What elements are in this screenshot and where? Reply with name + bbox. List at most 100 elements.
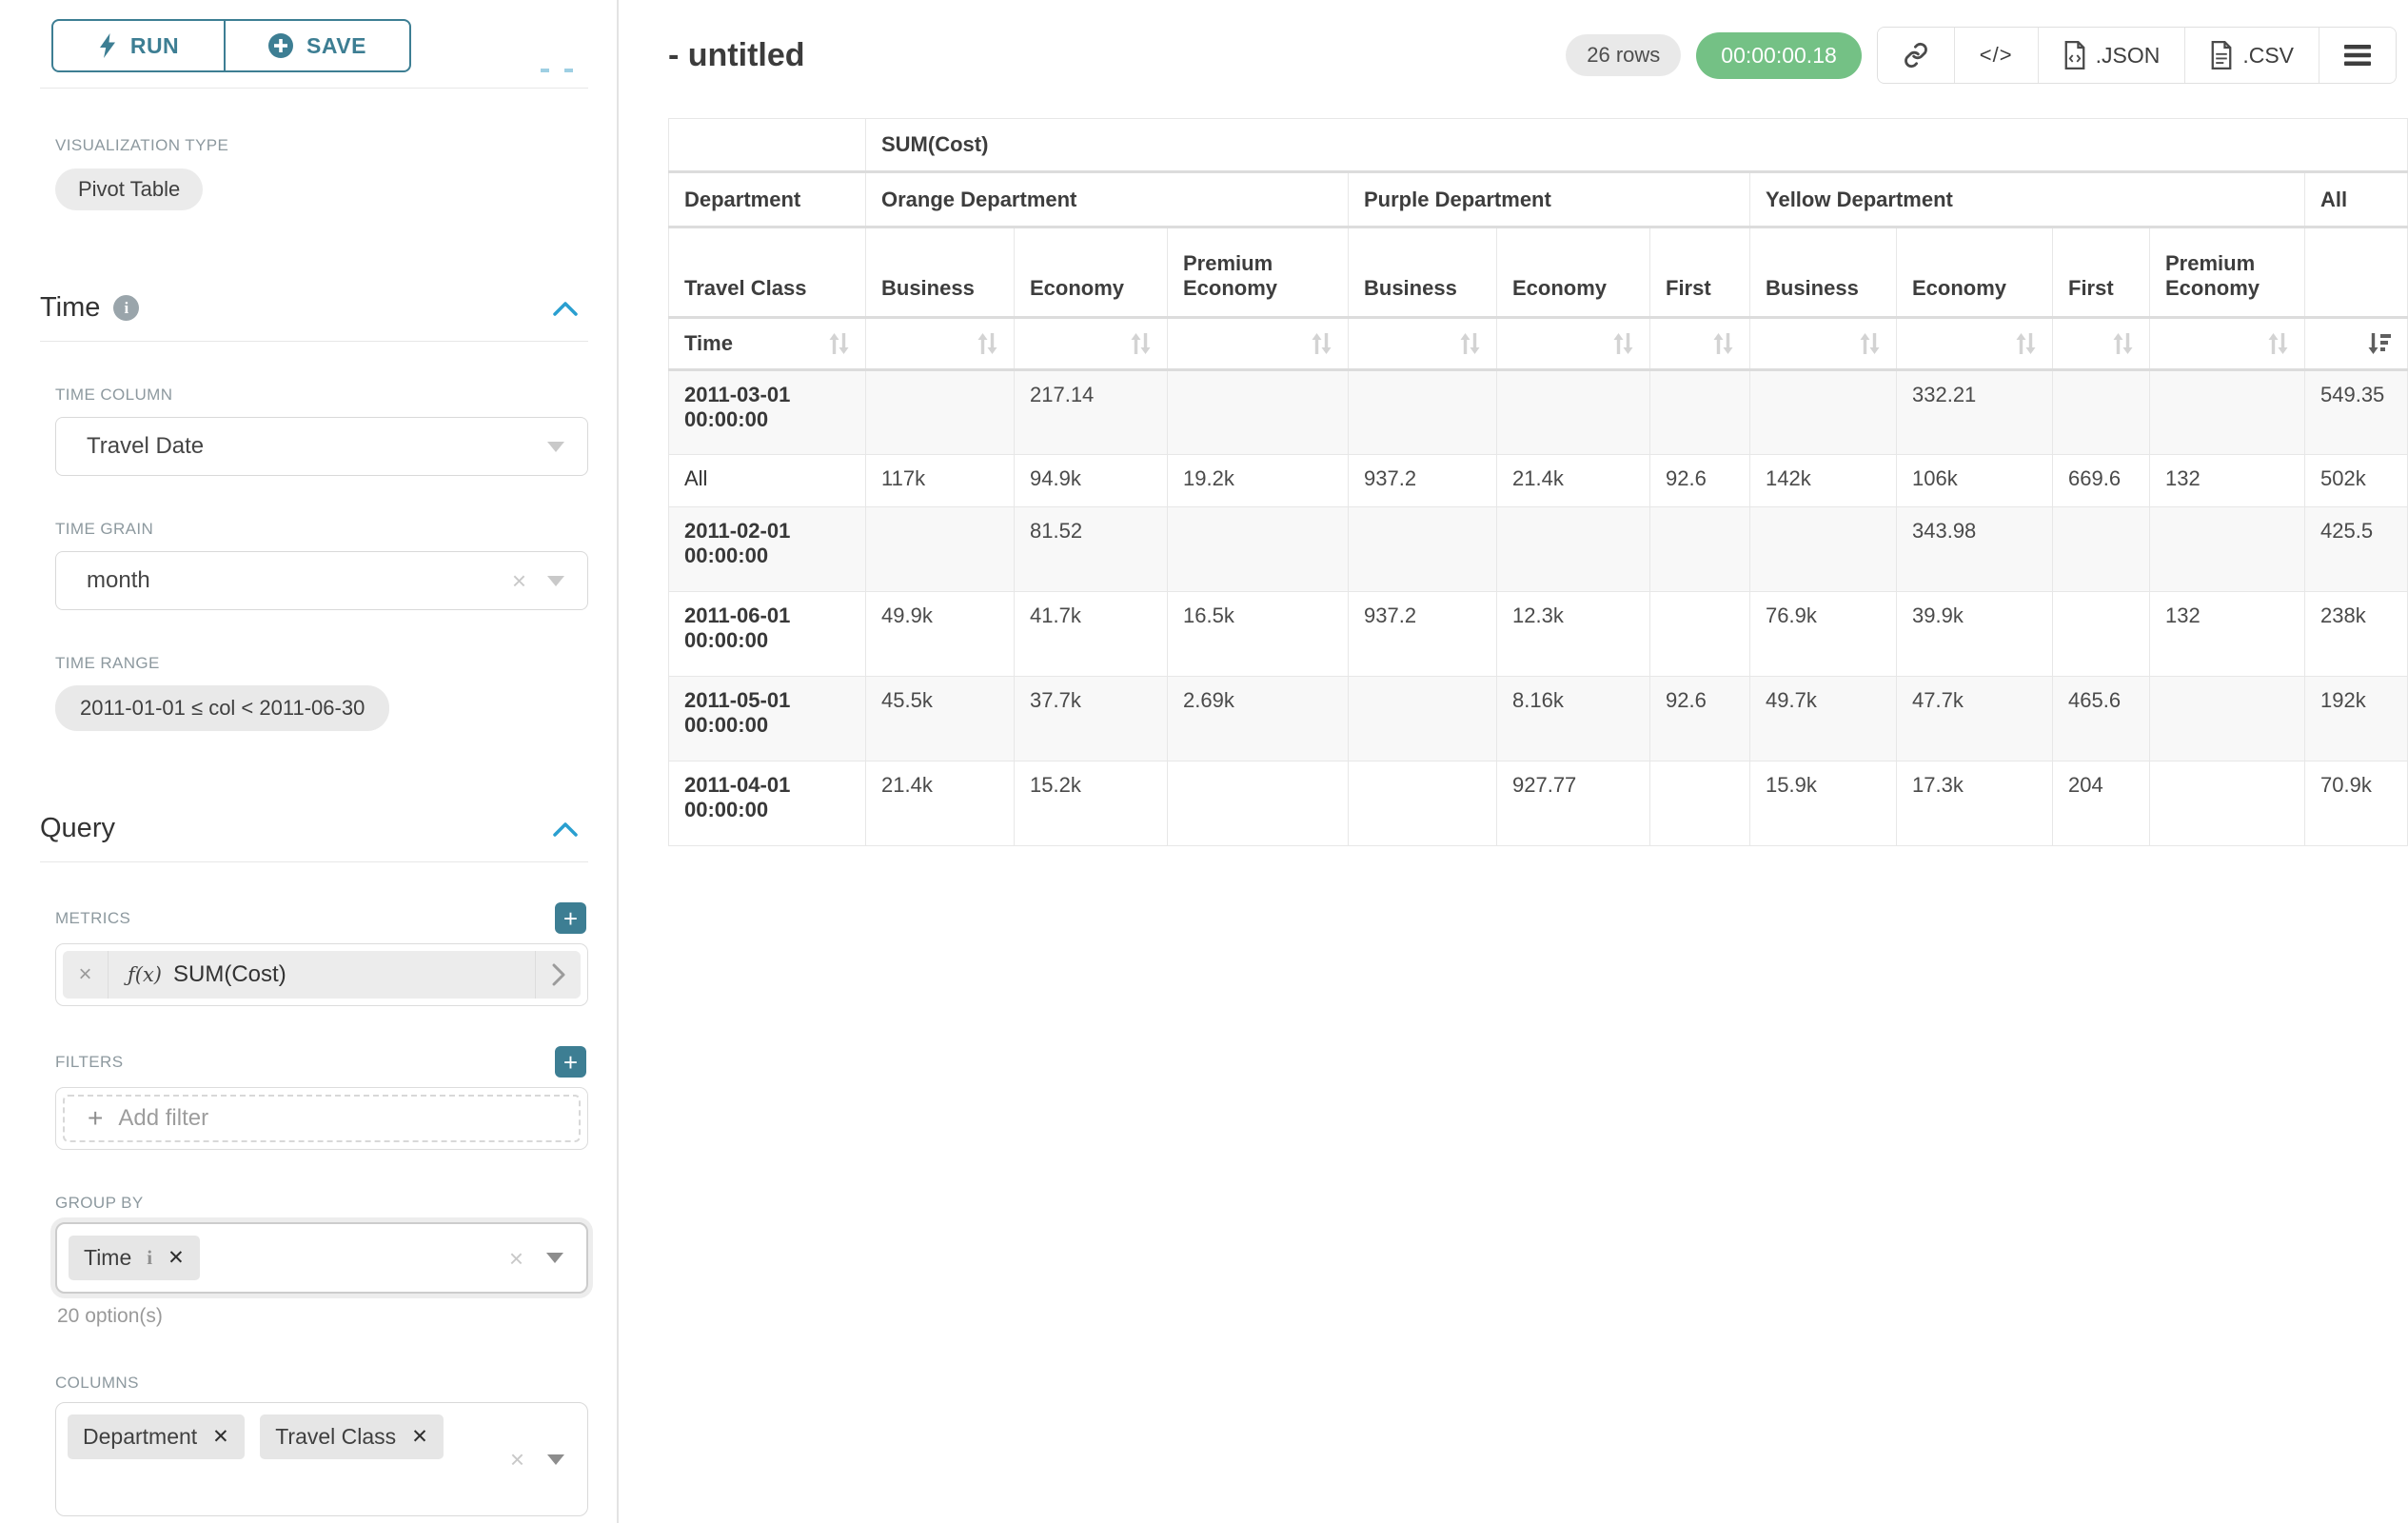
json-file-icon — [2064, 41, 2084, 69]
columns-select[interactable]: Department ✕ Travel Class ✕ × — [55, 1402, 588, 1516]
pivot-cell — [1348, 369, 1497, 455]
columns-tag[interactable]: Travel Class ✕ — [260, 1414, 444, 1459]
time-grain-label: TIME GRAIN — [55, 520, 154, 538]
chevron-up-icon[interactable] — [541, 69, 573, 72]
metric-value: SUM(Cost) — [173, 961, 286, 987]
pivot-cell: 81.52 — [1014, 506, 1168, 592]
remove-metric-icon[interactable]: × — [63, 951, 109, 999]
pivot-cell: 927.77 — [1496, 761, 1650, 846]
time-column-select[interactable]: Travel Date — [55, 417, 588, 476]
pivot-cell — [1496, 506, 1650, 592]
pivot-cell — [1496, 369, 1650, 455]
expand-metric-icon[interactable] — [535, 951, 581, 999]
query-action-bar: RUN SAVE — [0, 0, 617, 72]
pivot-cell — [2149, 506, 2305, 592]
pivot-cell: 21.4k — [865, 761, 1015, 846]
query-timer-badge: 00:00:00.18 — [1696, 31, 1862, 79]
col-group-header: Purple Department — [1348, 171, 1750, 227]
sort-icon[interactable] — [977, 332, 998, 355]
group-by-tag[interactable]: Time i ✕ — [69, 1236, 200, 1280]
chart-title[interactable]: - untitled — [668, 36, 805, 73]
filters-box: + Add filter — [55, 1087, 588, 1150]
pivot-cell — [1167, 761, 1349, 846]
pivot-cell — [1348, 761, 1497, 846]
pivot-row-header: 2011-02-01 00:00:00 — [668, 506, 866, 592]
export-json-button[interactable]: .JSON — [2037, 28, 2185, 83]
sort-icon[interactable] — [1130, 332, 1152, 355]
columns-tag[interactable]: Department ✕ — [68, 1414, 245, 1459]
chevron-down-icon[interactable] — [547, 441, 564, 452]
visualization-type-value[interactable]: Pivot Table — [55, 168, 204, 210]
collapse-time-icon[interactable] — [552, 300, 579, 317]
time-range-value[interactable]: 2011-01-01 ≤ col < 2011-06-30 — [55, 685, 390, 731]
sort-header — [1167, 317, 1349, 370]
pivot-row: All 117k 94.9k 19.2k 937.2 21.4k 92.6 142k 106k 6… — [668, 454, 2408, 507]
sort-header-row: Time — [668, 317, 2408, 370]
chevron-down-icon[interactable] — [547, 575, 564, 586]
pivot-cell: 343.98 — [1896, 506, 2053, 592]
sort-icon[interactable] — [1859, 332, 1881, 355]
pivot-table-container: SUM(Cost) Department Orange Department P… — [668, 118, 2408, 846]
save-button[interactable]: SAVE — [225, 19, 411, 72]
chart-panel: - untitled 26 rows 00:00:00.18 </> — [619, 0, 2408, 1523]
clear-icon[interactable]: × — [511, 566, 526, 595]
sort-icon[interactable] — [1612, 332, 1634, 355]
group-by-select[interactable]: Time i ✕ × — [55, 1222, 588, 1294]
pivot-row-header: 2011-05-01 00:00:00 — [668, 676, 866, 762]
pivot-cell — [1167, 506, 1349, 592]
metric-pill[interactable]: × ƒ(x) SUM(Cost) — [63, 951, 581, 999]
pivot-cell: 142k — [1749, 454, 1897, 507]
view-query-button[interactable]: </> — [1953, 28, 2038, 83]
columns-label: COLUMNS — [55, 1374, 139, 1392]
pivot-cell: 132 — [2149, 591, 2305, 677]
plus-icon: + — [88, 1103, 104, 1133]
department-header-row: Department Orange Department Purple Depa… — [668, 171, 2408, 227]
section-divider — [40, 88, 588, 89]
chart-menu-button[interactable] — [2319, 28, 2397, 83]
sort-icon[interactable] — [828, 332, 850, 355]
chevron-down-icon[interactable] — [547, 1454, 564, 1465]
col-header — [2303, 227, 2408, 318]
sort-header — [1749, 317, 1897, 370]
add-filter-dropzone[interactable]: + Add filter — [63, 1095, 581, 1142]
pivot-cell: 549.35 — [2303, 369, 2408, 455]
export-csv-button[interactable]: .CSV — [2184, 28, 2319, 83]
sort-desc-active-icon[interactable] — [2367, 332, 2392, 355]
pivot-cell — [1649, 591, 1750, 677]
add-filter-button[interactable]: + — [555, 1046, 586, 1078]
collapse-query-icon[interactable] — [552, 821, 579, 838]
sort-icon[interactable] — [2112, 332, 2134, 355]
filters-label: FILTERS — [55, 1052, 124, 1071]
col-group-header: Yellow Department — [1749, 171, 2305, 227]
pivot-cell — [2052, 506, 2150, 592]
sort-icon[interactable] — [2015, 332, 2037, 355]
remove-tag-icon[interactable]: ✕ — [411, 1426, 428, 1448]
share-link-button[interactable] — [1877, 28, 1954, 83]
sort-icon[interactable] — [1459, 332, 1481, 355]
pivot-cell: 465.6 — [2052, 676, 2150, 762]
time-column-value: Travel Date — [87, 433, 205, 459]
pivot-cell: 70.9k — [2303, 761, 2408, 846]
pivot-cell: 92.6 — [1649, 676, 1750, 762]
remove-tag-icon[interactable]: ✕ — [212, 1426, 229, 1448]
sort-icon[interactable] — [1712, 332, 1734, 355]
chevron-down-icon[interactable] — [546, 1253, 563, 1263]
sort-icon[interactable] — [2267, 332, 2289, 355]
remove-tag-icon[interactable]: ✕ — [168, 1247, 185, 1269]
sort-header — [2303, 317, 2408, 370]
time-grain-select[interactable]: month × — [55, 551, 588, 610]
travel-class-header-row: Travel Class Business Economy Premium Ec… — [668, 227, 2408, 318]
pivot-cell: 937.2 — [1348, 591, 1497, 677]
col-header: Economy — [1014, 227, 1168, 318]
clear-icon[interactable]: × — [509, 1445, 524, 1474]
add-metric-button[interactable]: + — [555, 902, 586, 934]
pivot-cell — [865, 369, 1015, 455]
menu-icon — [2344, 45, 2372, 66]
sort-icon[interactable] — [1311, 332, 1332, 355]
sort-header — [1496, 317, 1650, 370]
col-header: Economy — [1896, 227, 2053, 318]
run-button[interactable]: RUN — [51, 19, 225, 72]
pivot-cell — [2149, 676, 2305, 762]
clear-icon[interactable]: × — [508, 1243, 523, 1273]
